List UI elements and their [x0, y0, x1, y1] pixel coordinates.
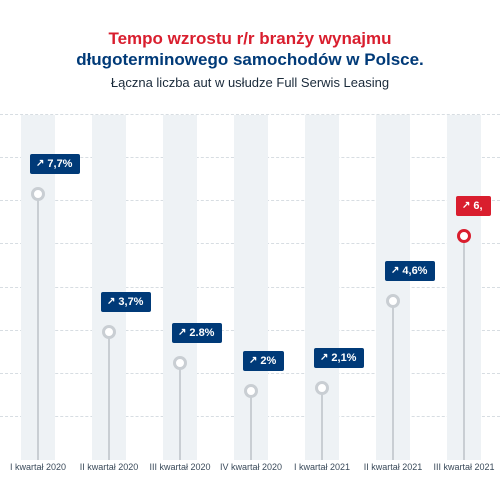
- stem: [463, 236, 465, 460]
- trend-up-icon: ↗: [462, 201, 470, 211]
- title-block: Tempo wzrostu r/r branży wynajmu długote…: [0, 0, 500, 90]
- x-axis-label: IV kwartał 2020: [220, 462, 282, 472]
- stem: [179, 363, 181, 460]
- value-badge: ↗3,7%: [101, 292, 151, 312]
- trend-up-icon: ↗: [107, 297, 115, 307]
- x-axis-label: I kwartał 2021: [294, 462, 350, 472]
- trend-up-icon: ↗: [320, 353, 328, 363]
- stem: [321, 388, 323, 460]
- x-axis-label: II kwartał 2020: [80, 462, 139, 472]
- trend-up-icon: ↗: [249, 356, 257, 366]
- value-label: 2,1%: [331, 352, 356, 364]
- value-label: 3,7%: [118, 296, 143, 308]
- value-label: 2%: [260, 355, 276, 367]
- dot-marker: [457, 229, 471, 243]
- value-label: 4,6%: [402, 265, 427, 277]
- dot-marker: [244, 384, 258, 398]
- title-line1: Tempo wzrostu r/r branży wynajmu: [20, 28, 480, 49]
- value-badge: ↗7,7%: [30, 154, 80, 174]
- x-axis: I kwartał 2020 II kwartał 2020 III kwartał…: [0, 462, 500, 482]
- value-badge: ↗4,6%: [385, 261, 435, 281]
- value-badge: ↗6,: [456, 196, 491, 216]
- value-label: 2.8%: [189, 327, 214, 339]
- stem: [392, 301, 394, 460]
- x-axis-label: II kwartał 2021: [364, 462, 423, 472]
- stem: [250, 391, 252, 460]
- chart-area: ↗7,7%↗3,7%↗2.8%↗2%↗2,1%↗4,6%↗6,: [0, 115, 500, 460]
- x-axis-label: I kwartał 2020: [10, 462, 66, 472]
- x-axis-label: III kwartał 2021: [433, 462, 494, 472]
- value-badge: ↗2.8%: [172, 323, 222, 343]
- value-badge: ↗2%: [243, 351, 284, 371]
- stem: [37, 194, 39, 460]
- value-badge: ↗2,1%: [314, 348, 364, 368]
- dot-marker: [315, 381, 329, 395]
- value-label: 7,7%: [47, 158, 72, 170]
- x-axis-label: III kwartał 2020: [149, 462, 210, 472]
- trend-up-icon: ↗: [178, 328, 186, 338]
- trend-up-icon: ↗: [36, 159, 44, 169]
- title-line2: długoterminowego samochodów w Polsce.: [20, 49, 480, 70]
- stem: [108, 332, 110, 460]
- value-label: 6,: [473, 200, 482, 212]
- trend-up-icon: ↗: [391, 266, 399, 276]
- subtitle: Łączna liczba aut w usłudze Full Serwis …: [20, 75, 480, 90]
